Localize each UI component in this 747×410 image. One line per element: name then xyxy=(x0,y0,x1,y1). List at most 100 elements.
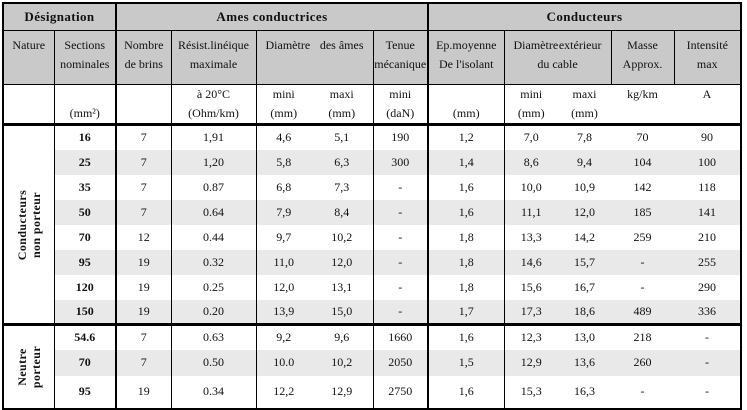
unit-bottom-text: (mm) xyxy=(270,106,298,120)
body-cell: 11,0 xyxy=(255,249,311,275)
body-cell: 190 xyxy=(372,124,428,150)
body-cell: 1,6 xyxy=(427,375,504,409)
body-cell: 4,6 xyxy=(255,124,311,150)
group-header-conducteurs: Conducteurs xyxy=(427,3,741,31)
body-cell: 1,6 xyxy=(427,199,504,225)
col-header-masse: Masse Approx. xyxy=(610,30,674,85)
body-cell: 1,4 xyxy=(427,149,504,175)
body-cell: - xyxy=(705,384,709,398)
unit-top-text xyxy=(4,85,54,104)
body-cell: 8,4 xyxy=(311,199,373,225)
col-header-ep-isolant-text: De l'isolant xyxy=(439,57,494,71)
body-cell: 7 xyxy=(115,199,171,225)
body-cell: 1,8 xyxy=(427,224,504,250)
body-cell: 95 xyxy=(53,249,116,275)
body-cell: 300 xyxy=(372,149,428,175)
body-cell: 17,3 xyxy=(503,299,558,325)
body-cell: 10.0 xyxy=(255,349,311,376)
body-cell: 1,6 xyxy=(427,174,504,200)
unit-bottom-text xyxy=(4,104,54,123)
unit-cell: (mm²) xyxy=(53,84,116,126)
body-cell: 1660 xyxy=(372,323,428,350)
body-cell: 10,2 xyxy=(311,349,373,376)
group-header-designation: Désignation xyxy=(3,3,116,31)
body-cell: 9,7 xyxy=(255,224,311,250)
table-body: Conducteurs non porteur 16 7 1,91 4,6 5,1 190 1… xyxy=(3,124,741,409)
table-row: Neutre porteur 54.6 7 0.63 9,2 9,6 1660 1,6 12,3… xyxy=(3,323,741,409)
body-cell: - xyxy=(674,349,741,376)
body-cell: 6,8 xyxy=(255,174,311,200)
unit-cell: maxi (mm) xyxy=(311,84,373,126)
body-cell: - xyxy=(640,384,645,398)
body-cell: - xyxy=(372,249,428,275)
col-header-sections-text: nominales xyxy=(60,57,110,71)
unit-bottom-text xyxy=(674,104,740,123)
unit-bottom-text: (mm) xyxy=(328,106,356,120)
unit-top-text: A xyxy=(702,87,712,101)
unit-top-text: maxi xyxy=(329,87,354,101)
unit-cell: A xyxy=(674,84,741,126)
body-cell: 210 xyxy=(698,229,716,244)
body-cell: 0.25 xyxy=(170,274,256,300)
body-cell: 0.63 xyxy=(170,323,256,350)
unit-bottom-text xyxy=(611,104,674,123)
row-group-label-conducteurs-non-porteur: Conducteurs non porteur xyxy=(3,124,54,325)
table-row: 50 7 0.64 7,9 8,4-1,6 11,1 12,0 185 141 xyxy=(3,199,741,225)
col-header-tenue: Tenue mécanique xyxy=(372,30,428,85)
row-group-label-neutre-porteur: Neutre porteur xyxy=(3,323,54,409)
body-cell: - xyxy=(372,274,428,300)
body-cell: 8,6 xyxy=(503,149,558,175)
unit-top-text: mini xyxy=(520,87,543,101)
body-cell: 70 xyxy=(636,130,649,145)
body-cell: 95 xyxy=(53,375,116,409)
unit-top-text: kg/km xyxy=(627,87,658,101)
column-header-row: Nature Sections nominales Nombre de brins Rés… xyxy=(3,30,741,85)
body-cell: 7,8 xyxy=(577,130,592,145)
table-row: 120 19 0.25 12,0 13,1-1,8 15,6 16,7-290 xyxy=(3,274,741,300)
body-cell: 12,0 xyxy=(255,274,311,300)
unit-cell xyxy=(115,84,171,126)
group-header-ames-conductrices: Ames conductrices xyxy=(115,3,428,31)
body-cell: 13,6 xyxy=(558,349,611,376)
body-cell: 0.64 xyxy=(170,199,256,225)
unit-top-text: mini xyxy=(272,87,295,101)
body-cell: 260 xyxy=(611,349,674,376)
body-cell: 13,1 xyxy=(331,279,353,294)
unit-cell: (mm) xyxy=(427,84,504,126)
body-cell: 1,7 xyxy=(427,299,504,325)
col-header-nombre-brins: Nombre de brins xyxy=(115,30,171,85)
body-cell: 259 xyxy=(633,229,652,244)
col-header-tenue-text: mécanique xyxy=(374,57,427,71)
unit-cell: mini (daN) xyxy=(372,84,428,126)
body-cell: 7 xyxy=(115,349,171,376)
body-cell: 100 xyxy=(674,149,741,175)
body-cell: 12,2 xyxy=(255,375,311,409)
body-cell: 14,6 xyxy=(503,249,558,275)
body-cell: 0.32 xyxy=(170,249,256,275)
col-header-resistance-text: maximale xyxy=(189,57,238,71)
col-header-sections: Sections nominales xyxy=(53,30,116,85)
col-header-ep-isolant-text: Ep.moyenne xyxy=(436,38,497,52)
body-cell: 12,3 xyxy=(503,323,558,350)
unit-top-text: à 20°C xyxy=(196,87,231,101)
body-cell: - xyxy=(372,224,428,250)
body-cell: 141 xyxy=(674,199,741,225)
body-cell: 1,8 xyxy=(427,274,504,300)
unit-top-text xyxy=(117,85,171,104)
unit-bottom-text: (mm) xyxy=(571,106,598,120)
body-cell: 15,0 xyxy=(311,299,373,325)
body-cell: 90 xyxy=(701,130,713,145)
body-cell: 18,6 xyxy=(558,299,611,325)
body-cell: 12 xyxy=(115,224,171,250)
body-cell: 13,0 xyxy=(558,323,611,350)
body-cell: 1,8 xyxy=(427,249,504,275)
col-header-diametre-cable: Diamètre extérieur du cable xyxy=(503,30,611,85)
row-group-label-text: Neutre porteur xyxy=(14,345,43,388)
body-cell: 489 xyxy=(611,299,674,325)
body-cell: - xyxy=(640,279,645,294)
units-row: (mm²) à 20°C (Ohm/km) mini (mm) maxi (mm) mini (… xyxy=(3,84,741,126)
body-cell: - xyxy=(372,174,428,200)
body-cell: 1,5 xyxy=(427,349,504,376)
body-cell: 0.34 xyxy=(170,375,256,409)
